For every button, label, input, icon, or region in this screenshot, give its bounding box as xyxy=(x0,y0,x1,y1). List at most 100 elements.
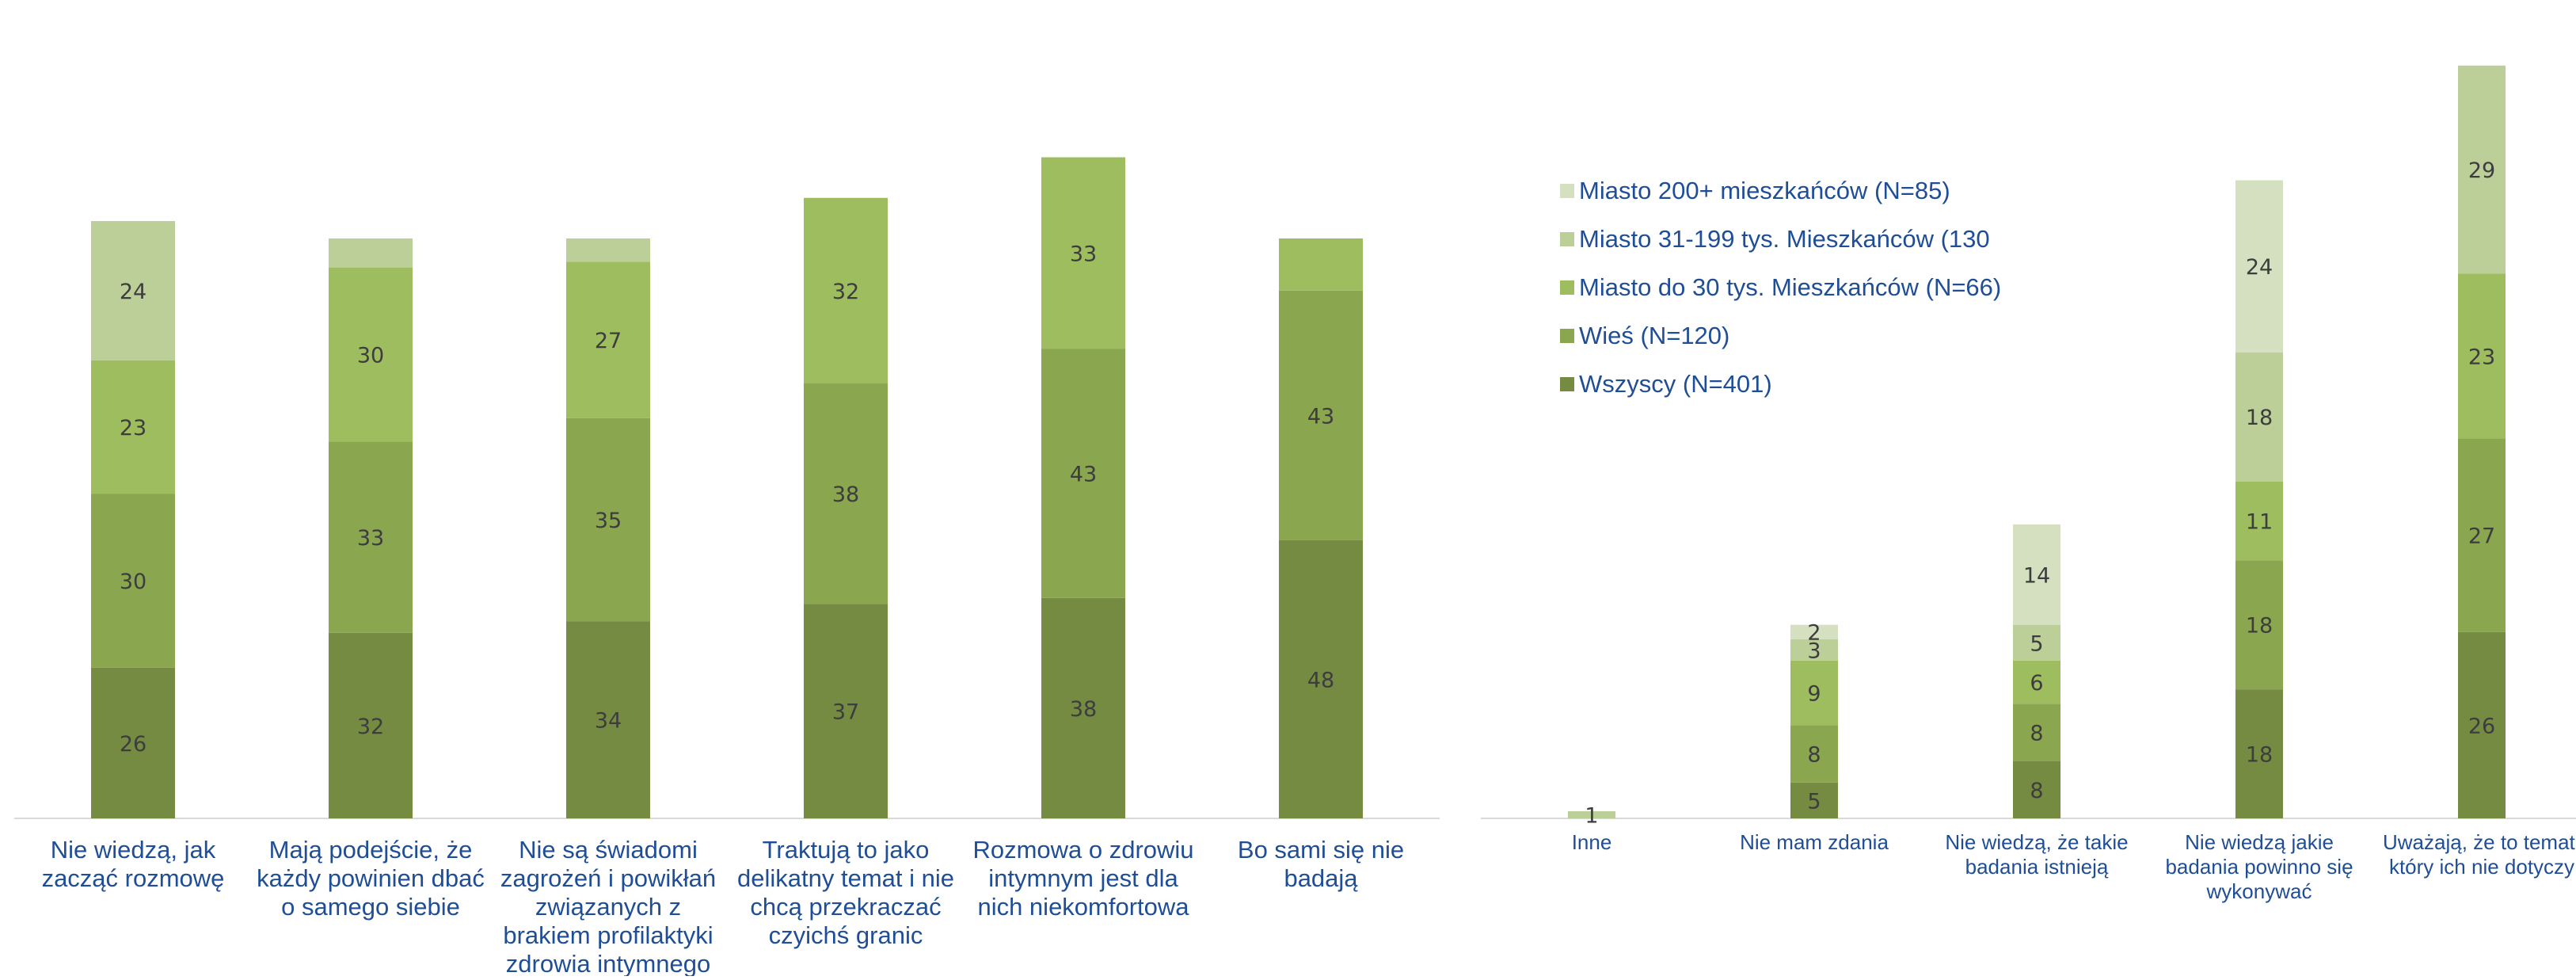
data-label: 29 xyxy=(2468,158,2495,183)
bar-segment xyxy=(1279,540,1363,818)
left-stacked-bar-chart: 26 30 23 24 Nie wiedzą, jak zacząć rozmowę 32 3… xyxy=(14,157,1440,978)
data-label: 30 xyxy=(357,343,384,368)
bar-segment xyxy=(329,632,413,818)
bar-segment xyxy=(2013,704,2060,761)
bar-segment xyxy=(2458,631,2506,818)
bar-segment xyxy=(566,238,650,262)
bar-segment xyxy=(2235,560,2283,690)
bar-segment xyxy=(2013,524,2060,625)
bar-segment xyxy=(2235,180,2283,353)
data-label: 8 xyxy=(2030,779,2043,803)
legend-swatch xyxy=(1560,232,1574,246)
data-label: 35 xyxy=(595,509,622,533)
category-label: Nie mam zdania xyxy=(1740,830,1889,854)
bar-segment xyxy=(1279,290,1363,540)
legend-swatch xyxy=(1560,377,1574,391)
data-label: 14 xyxy=(2023,563,2050,588)
bar-segment xyxy=(1790,639,1838,661)
category-label: Traktują to jako delikatny temat i nie chc… xyxy=(737,836,954,949)
data-label: 48 xyxy=(1307,668,1334,692)
data-label: 23 xyxy=(120,416,146,440)
data-label: 27 xyxy=(595,329,622,353)
data-label: 5 xyxy=(1807,789,1821,814)
data-label: 30 xyxy=(120,570,146,594)
bar-segment xyxy=(566,418,650,622)
bar-segment xyxy=(1279,238,1363,291)
category-label: Nie wiedzą, jak zacząć rozmowę xyxy=(42,836,225,892)
data-label: 38 xyxy=(1070,697,1097,722)
data-label: 6 xyxy=(2030,671,2043,696)
category-label: Nie wiedzą jakie badania powinno się wykon… xyxy=(2165,830,2353,903)
bar-segment xyxy=(329,441,413,633)
legend-label: Miasto do 30 tys. Mieszkańców (N=66) xyxy=(1579,273,2001,301)
bar-segment xyxy=(804,383,888,604)
legend-swatch xyxy=(1560,329,1574,343)
data-label: 26 xyxy=(2468,714,2495,738)
bar-segment xyxy=(329,238,413,268)
bar-segment xyxy=(2235,689,2283,818)
data-label: 18 xyxy=(2246,406,2273,430)
data-label: 23 xyxy=(2468,345,2495,369)
data-label: 2 xyxy=(1807,621,1821,646)
bar-segment xyxy=(1790,624,1838,639)
data-label: 27 xyxy=(2468,524,2495,549)
data-label: 43 xyxy=(1070,462,1097,486)
legend-label: Wieś (N=120) xyxy=(1579,322,1729,349)
data-label: 18 xyxy=(2246,743,2273,768)
bar-segment xyxy=(2458,65,2506,274)
bar-segment xyxy=(804,197,888,383)
bar-segment xyxy=(2235,481,2283,561)
bar-segment xyxy=(2013,761,2060,818)
legend-swatch xyxy=(1560,184,1574,198)
data-label: 38 xyxy=(832,482,859,507)
data-label: 32 xyxy=(357,715,384,739)
data-label: 8 xyxy=(2030,721,2043,745)
bar-segment xyxy=(91,667,175,818)
legend-label: Miasto 200+ mieszkańców (N=85) xyxy=(1579,177,1950,204)
category-label: Rozmowa o zdrowiu intymnym jest dla nich n… xyxy=(972,836,1193,921)
category-label: Inne xyxy=(1572,830,1612,854)
data-label: 3 xyxy=(1807,639,1821,663)
bar-segment xyxy=(2458,438,2506,632)
bar-segment xyxy=(1041,349,1125,598)
bar-segment xyxy=(566,261,650,418)
data-label: 11 xyxy=(2246,509,2273,534)
category-label: Nie wiedzą, że takie badania istnieją xyxy=(1945,830,2128,879)
data-label: 34 xyxy=(595,709,622,734)
data-label: 5 xyxy=(2030,631,2043,656)
category-label: Mają podejście, że każdy powinien dbać o s… xyxy=(257,836,485,921)
data-label: 24 xyxy=(120,280,146,304)
bar-segment xyxy=(566,621,650,818)
bar-segment xyxy=(1790,782,1838,818)
category-label: Uważają, że to temat, który ich nie dotyc… xyxy=(2383,830,2576,879)
data-label: 33 xyxy=(1070,242,1097,266)
bar-segment xyxy=(2013,624,2060,661)
bar-segment xyxy=(804,604,888,818)
data-label: 32 xyxy=(832,280,859,304)
bar-segment xyxy=(1568,810,1615,818)
legend-label: Wszyscy (N=401) xyxy=(1579,370,1772,398)
data-label: 43 xyxy=(1307,404,1334,429)
bar-segment xyxy=(1041,597,1125,818)
bar-segment xyxy=(1041,157,1125,349)
bar-segment xyxy=(1790,725,1838,783)
category-label: Nie są świadomi zagrożeń i powikłań związa… xyxy=(500,836,716,976)
data-label: 1 xyxy=(1585,803,1598,828)
data-label: 18 xyxy=(2246,614,2273,639)
bar-segment xyxy=(2013,660,2060,704)
data-label: 33 xyxy=(357,526,384,551)
legend: Miasto 200+ mieszkańców (N=85) Miasto 31-… xyxy=(1560,177,2001,398)
bar-segment xyxy=(1790,660,1838,726)
category-label: Bo sami się nie badają xyxy=(1238,836,1404,892)
bar-segment xyxy=(91,221,175,360)
data-label: 37 xyxy=(832,700,859,725)
data-label: 8 xyxy=(1807,743,1821,768)
data-label: 24 xyxy=(2246,255,2273,280)
legend-swatch xyxy=(1560,280,1574,295)
data-label: 26 xyxy=(120,732,146,757)
legend-label: Miasto 31-199 tys. Mieszkańców (130 xyxy=(1579,225,1990,253)
data-label: 9 xyxy=(1807,682,1821,707)
bar-segment xyxy=(2458,273,2506,439)
